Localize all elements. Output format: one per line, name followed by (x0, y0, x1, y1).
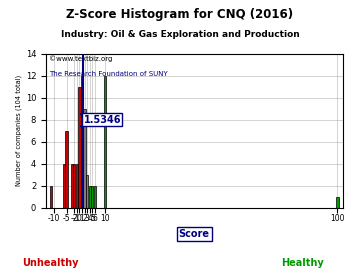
Text: Z-Score Histogram for CNQ (2016): Z-Score Histogram for CNQ (2016) (67, 8, 293, 21)
Bar (50, 186, 52, 208)
Text: 1.5346: 1.5346 (84, 115, 121, 125)
Bar (63, 164, 65, 208)
Bar (78, 87, 81, 208)
Bar (73, 164, 76, 208)
Text: The Research Foundation of SUNY: The Research Foundation of SUNY (49, 70, 168, 77)
Bar (104, 76, 107, 208)
Bar (71, 164, 73, 208)
Bar (89, 186, 91, 208)
X-axis label: Score: Score (179, 229, 210, 239)
Bar (94, 186, 96, 208)
Bar (91, 186, 94, 208)
Text: Unhealthy: Unhealthy (22, 258, 78, 268)
Bar (336, 197, 339, 208)
Y-axis label: Number of companies (104 total): Number of companies (104 total) (15, 75, 22, 186)
Bar (66, 131, 68, 208)
Text: ©www.textbiz.org: ©www.textbiz.org (49, 55, 112, 62)
Bar (86, 175, 88, 208)
Bar (81, 76, 83, 208)
Bar (84, 109, 86, 208)
Text: Industry: Oil & Gas Exploration and Production: Industry: Oil & Gas Exploration and Prod… (60, 30, 300, 39)
Bar (76, 164, 78, 208)
Text: Healthy: Healthy (281, 258, 324, 268)
